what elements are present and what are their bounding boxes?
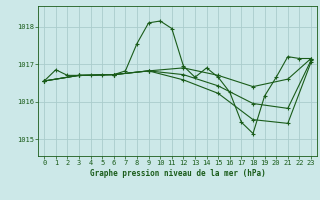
X-axis label: Graphe pression niveau de la mer (hPa): Graphe pression niveau de la mer (hPa) [90,169,266,178]
